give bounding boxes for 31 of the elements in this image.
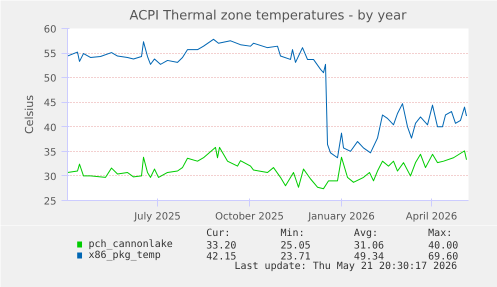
x-tick-label: July 2025 xyxy=(133,212,181,222)
x-tick-label: January 2026 xyxy=(307,212,375,222)
text: 33.20 xyxy=(206,240,236,252)
line-series xyxy=(68,38,467,158)
line-series xyxy=(68,146,467,190)
y-tick-label: 55 xyxy=(44,49,57,60)
y-tick-label: 40 xyxy=(44,122,57,134)
text: 49.34 xyxy=(354,252,384,262)
y-tick-label: 25 xyxy=(44,196,57,208)
text: 40.00 xyxy=(428,240,458,252)
y-tick-label: 30 xyxy=(44,172,57,183)
y-tick-label: 35 xyxy=(44,147,57,158)
text: Max: xyxy=(428,228,452,239)
y-tick-label: 50 xyxy=(44,74,57,85)
y-axis-title: Celsius xyxy=(22,94,36,134)
y-tick-label: 45 xyxy=(44,98,57,110)
text: 31.06 xyxy=(354,240,384,252)
text: 69.60 xyxy=(428,252,458,262)
x-tick-label: April 2026 xyxy=(406,212,458,222)
text: Min: xyxy=(280,228,305,239)
text: Cur: xyxy=(206,228,230,239)
x-tick-label: October 2025 xyxy=(215,212,284,222)
text: Avg: xyxy=(354,228,378,239)
legend-label: pch_cannonlake xyxy=(88,239,173,250)
text: 25.05 xyxy=(280,240,311,252)
text: 42.15 xyxy=(206,252,236,262)
legend-label: x86_pkg_temp xyxy=(88,250,161,261)
text: Last update: Thu May 21 20:30:17 2026 xyxy=(234,261,458,272)
chart-title: ACPI Thermal zone temperatures - by year xyxy=(130,8,408,24)
y-tick-label: 60 xyxy=(44,24,57,36)
text: 23.71 xyxy=(280,252,311,262)
